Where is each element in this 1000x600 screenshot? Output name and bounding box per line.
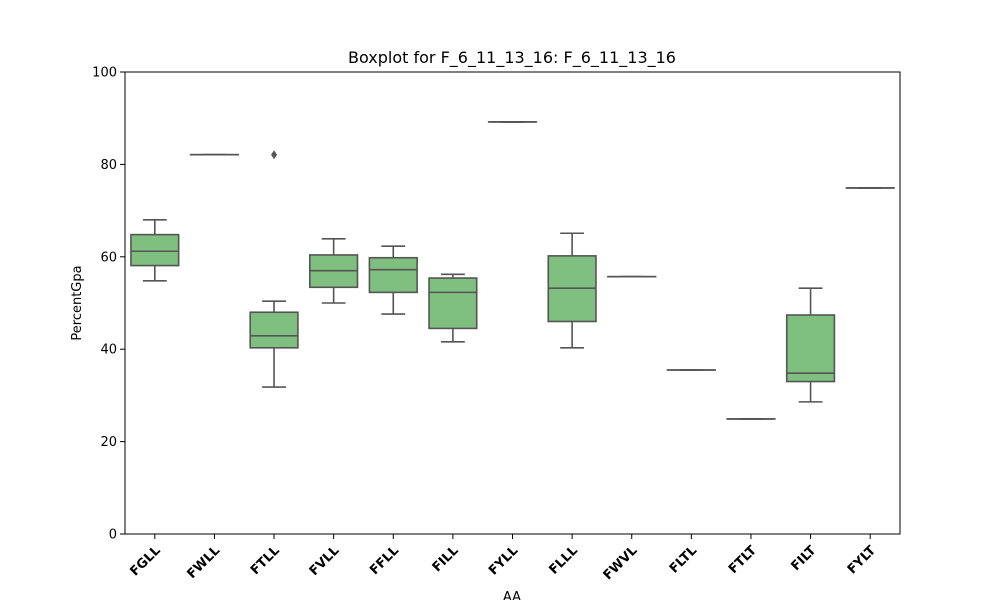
y-axis-label: PercentGpa [70, 265, 85, 340]
y-tick-label: 0 [109, 528, 117, 543]
box-ffll [368, 245, 418, 315]
box-fvll [309, 237, 359, 304]
y-tick-label: 40 [100, 343, 117, 358]
box-fill [428, 273, 478, 343]
iqr-box [249, 311, 299, 349]
y-tick-label: 20 [100, 435, 117, 450]
x-tick-label: FWVL [601, 543, 641, 583]
plot-area: 0 20 40 60 80 100 FGLL FWLL FTLL FVLL FFLL FILL FYLL… [92, 66, 901, 583]
x-tick-label: FILT [788, 543, 819, 574]
x-tick-label: FVLL [307, 543, 343, 579]
iqr-box [130, 233, 180, 267]
iqr-box [428, 277, 478, 330]
x-tick-label: FLLL [546, 543, 580, 577]
x-tick-label: FLTL [667, 543, 700, 576]
box-ftll [249, 150, 299, 388]
y-tick-label: 100 [92, 66, 117, 81]
y-tick-label: 60 [100, 250, 117, 265]
x-tick-label: FILL [430, 543, 462, 575]
x-tick-label: FTLT [726, 543, 760, 577]
x-axis-label: AA [503, 590, 521, 600]
x-tick-label: FWLL [185, 543, 224, 582]
box-flll [547, 232, 597, 349]
x-tick-label: FTLL [248, 543, 283, 578]
y-tick-label: 80 [100, 158, 117, 173]
outlier-point [271, 150, 278, 160]
x-tick-label: FGLL [127, 543, 163, 579]
iqr-box [785, 314, 836, 383]
x-tick-label: FYLT [845, 543, 879, 577]
x-tick-label: FYLL [486, 543, 521, 578]
plot-frame [124, 71, 901, 535]
box-filt [785, 287, 836, 403]
box-fgll [130, 219, 180, 282]
chart-title: Boxplot for F_6_11_13_16: F_6_11_13_16 [348, 48, 676, 68]
iqr-box [368, 256, 418, 294]
x-tick-label: FFLL [367, 543, 402, 578]
